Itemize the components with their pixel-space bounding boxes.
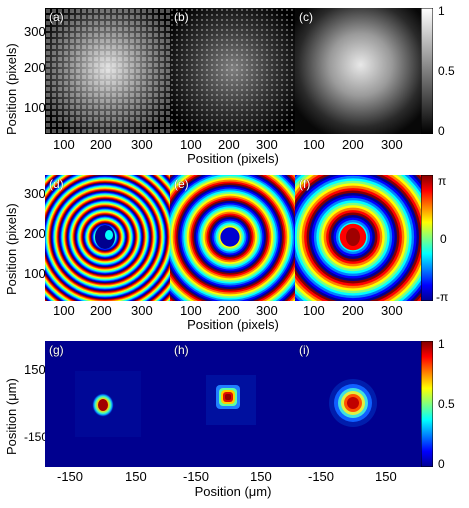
row3-xtick-h-150: 150 (250, 469, 272, 484)
row2-xlabel: Position (pixels) (187, 317, 279, 332)
row2-xtick-d-100: 100 (53, 303, 75, 318)
row2-ylabel: Position (pixels) (4, 203, 19, 295)
row2-xtick-e-300: 300 (256, 303, 278, 318)
row3-cbar-tick-1: 1 (438, 337, 445, 351)
row2-ytick-200: 200 (24, 226, 46, 241)
row2-xtick-f-100: 100 (303, 303, 325, 318)
panel-f-label: (f) (299, 177, 311, 191)
panel-f-image (295, 175, 421, 301)
panel-d-label: (d) (49, 177, 64, 191)
panel-e-label: (e) (174, 177, 189, 191)
row3-xtick-h-neg150: -150 (183, 469, 210, 484)
row1-cbar-tick-05: 0.5 (438, 64, 455, 78)
panel-c-label: (c) (299, 10, 313, 24)
row3-xlabel: Position (μm) (194, 484, 272, 499)
row1-xtick-b-100: 100 (180, 137, 202, 152)
row3-xtick-g-150: 150 (125, 469, 147, 484)
row1-xtick-b-200: 200 (218, 137, 240, 152)
row1-cbar-tick-0: 0 (438, 124, 445, 138)
row2-cbar-tick-0: 0 (440, 232, 447, 246)
row3-xtick-i-150: 150 (375, 469, 397, 484)
panel-f: (f) (295, 175, 421, 301)
panel-d-image (45, 175, 171, 301)
panel-c-image (295, 8, 421, 134)
row1-colorbar (421, 8, 433, 134)
row3-colorbar (421, 341, 433, 467)
row1-ytick-300: 300 (24, 24, 46, 39)
panel-b-label: (b) (174, 10, 189, 24)
row3-cbar-tick-05: 0.5 (438, 397, 455, 411)
row1-xtick-c-100: 100 (303, 137, 325, 152)
row3-ytick-150: 150 (24, 362, 46, 377)
row2-colorbar (421, 175, 433, 301)
row2-xtick-e-200: 200 (218, 303, 240, 318)
row2-xtick-d-300: 300 (131, 303, 153, 318)
panel-a-image (45, 8, 171, 134)
row1-ytick-100: 100 (24, 100, 46, 115)
row1-xtick-a-100: 100 (53, 137, 75, 152)
row2-xtick-e-100: 100 (180, 303, 202, 318)
row1-cbar-tick-1: 1 (438, 4, 445, 18)
panel-g: (g) (45, 341, 171, 467)
row2-cbar-tick-pi: π (438, 174, 447, 188)
row2-xtick-f-300: 300 (381, 303, 403, 318)
row3-cbar-tick-0: 0 (438, 457, 445, 471)
panel-i: (i) (295, 341, 421, 467)
row1-xtick-a-300: 300 (131, 137, 153, 152)
panel-i-image (295, 341, 421, 467)
row1-xtick-b-300: 300 (256, 137, 278, 152)
row1-xlabel: Position (pixels) (187, 151, 279, 166)
panel-i-label: (i) (299, 343, 310, 357)
row2-ytick-300: 300 (24, 186, 46, 201)
row3-ylabel: Position (μm) (4, 378, 19, 455)
panel-a-label: (a) (49, 10, 64, 24)
row1-xtick-a-200: 200 (90, 137, 112, 152)
panel-g-image (45, 341, 171, 467)
row3-ytick-neg150: -150 (24, 430, 49, 444)
panel-d: (d) (45, 175, 171, 301)
row1-ytick-200: 200 (24, 60, 46, 75)
row2-xtick-f-200: 200 (342, 303, 364, 318)
row2-cbar-tick-negpi: -π (436, 290, 449, 304)
panel-h: (h) (170, 341, 296, 467)
row3-xtick-g-neg150: -150 (57, 469, 84, 484)
row1-ylabel: Position (pixels) (4, 43, 19, 135)
panel-b: (b) (170, 8, 296, 134)
panel-c: (c) (295, 8, 421, 134)
row1-xtick-c-200: 200 (342, 137, 364, 152)
panel-e-image (170, 175, 296, 301)
panel-b-image (170, 8, 296, 134)
panel-h-image (170, 341, 296, 467)
panel-g-label: (g) (49, 343, 64, 357)
panel-e: (e) (170, 175, 296, 301)
row1-xtick-c-300: 300 (381, 137, 403, 152)
panel-h-label: (h) (174, 343, 189, 357)
row2-xtick-d-200: 200 (90, 303, 112, 318)
panel-a: (a) (45, 8, 171, 134)
row3-xtick-i-neg150: -150 (308, 469, 335, 484)
row2-ytick-100: 100 (24, 266, 46, 281)
